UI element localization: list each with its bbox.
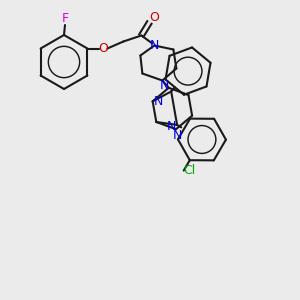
Text: N: N	[160, 79, 169, 92]
Text: O: O	[98, 42, 108, 55]
Text: Cl: Cl	[184, 164, 196, 177]
Text: O: O	[149, 11, 159, 24]
Text: N: N	[167, 120, 176, 134]
Text: N: N	[172, 129, 182, 142]
Text: F: F	[61, 13, 69, 26]
Text: N: N	[154, 95, 163, 108]
Text: N: N	[150, 39, 159, 52]
